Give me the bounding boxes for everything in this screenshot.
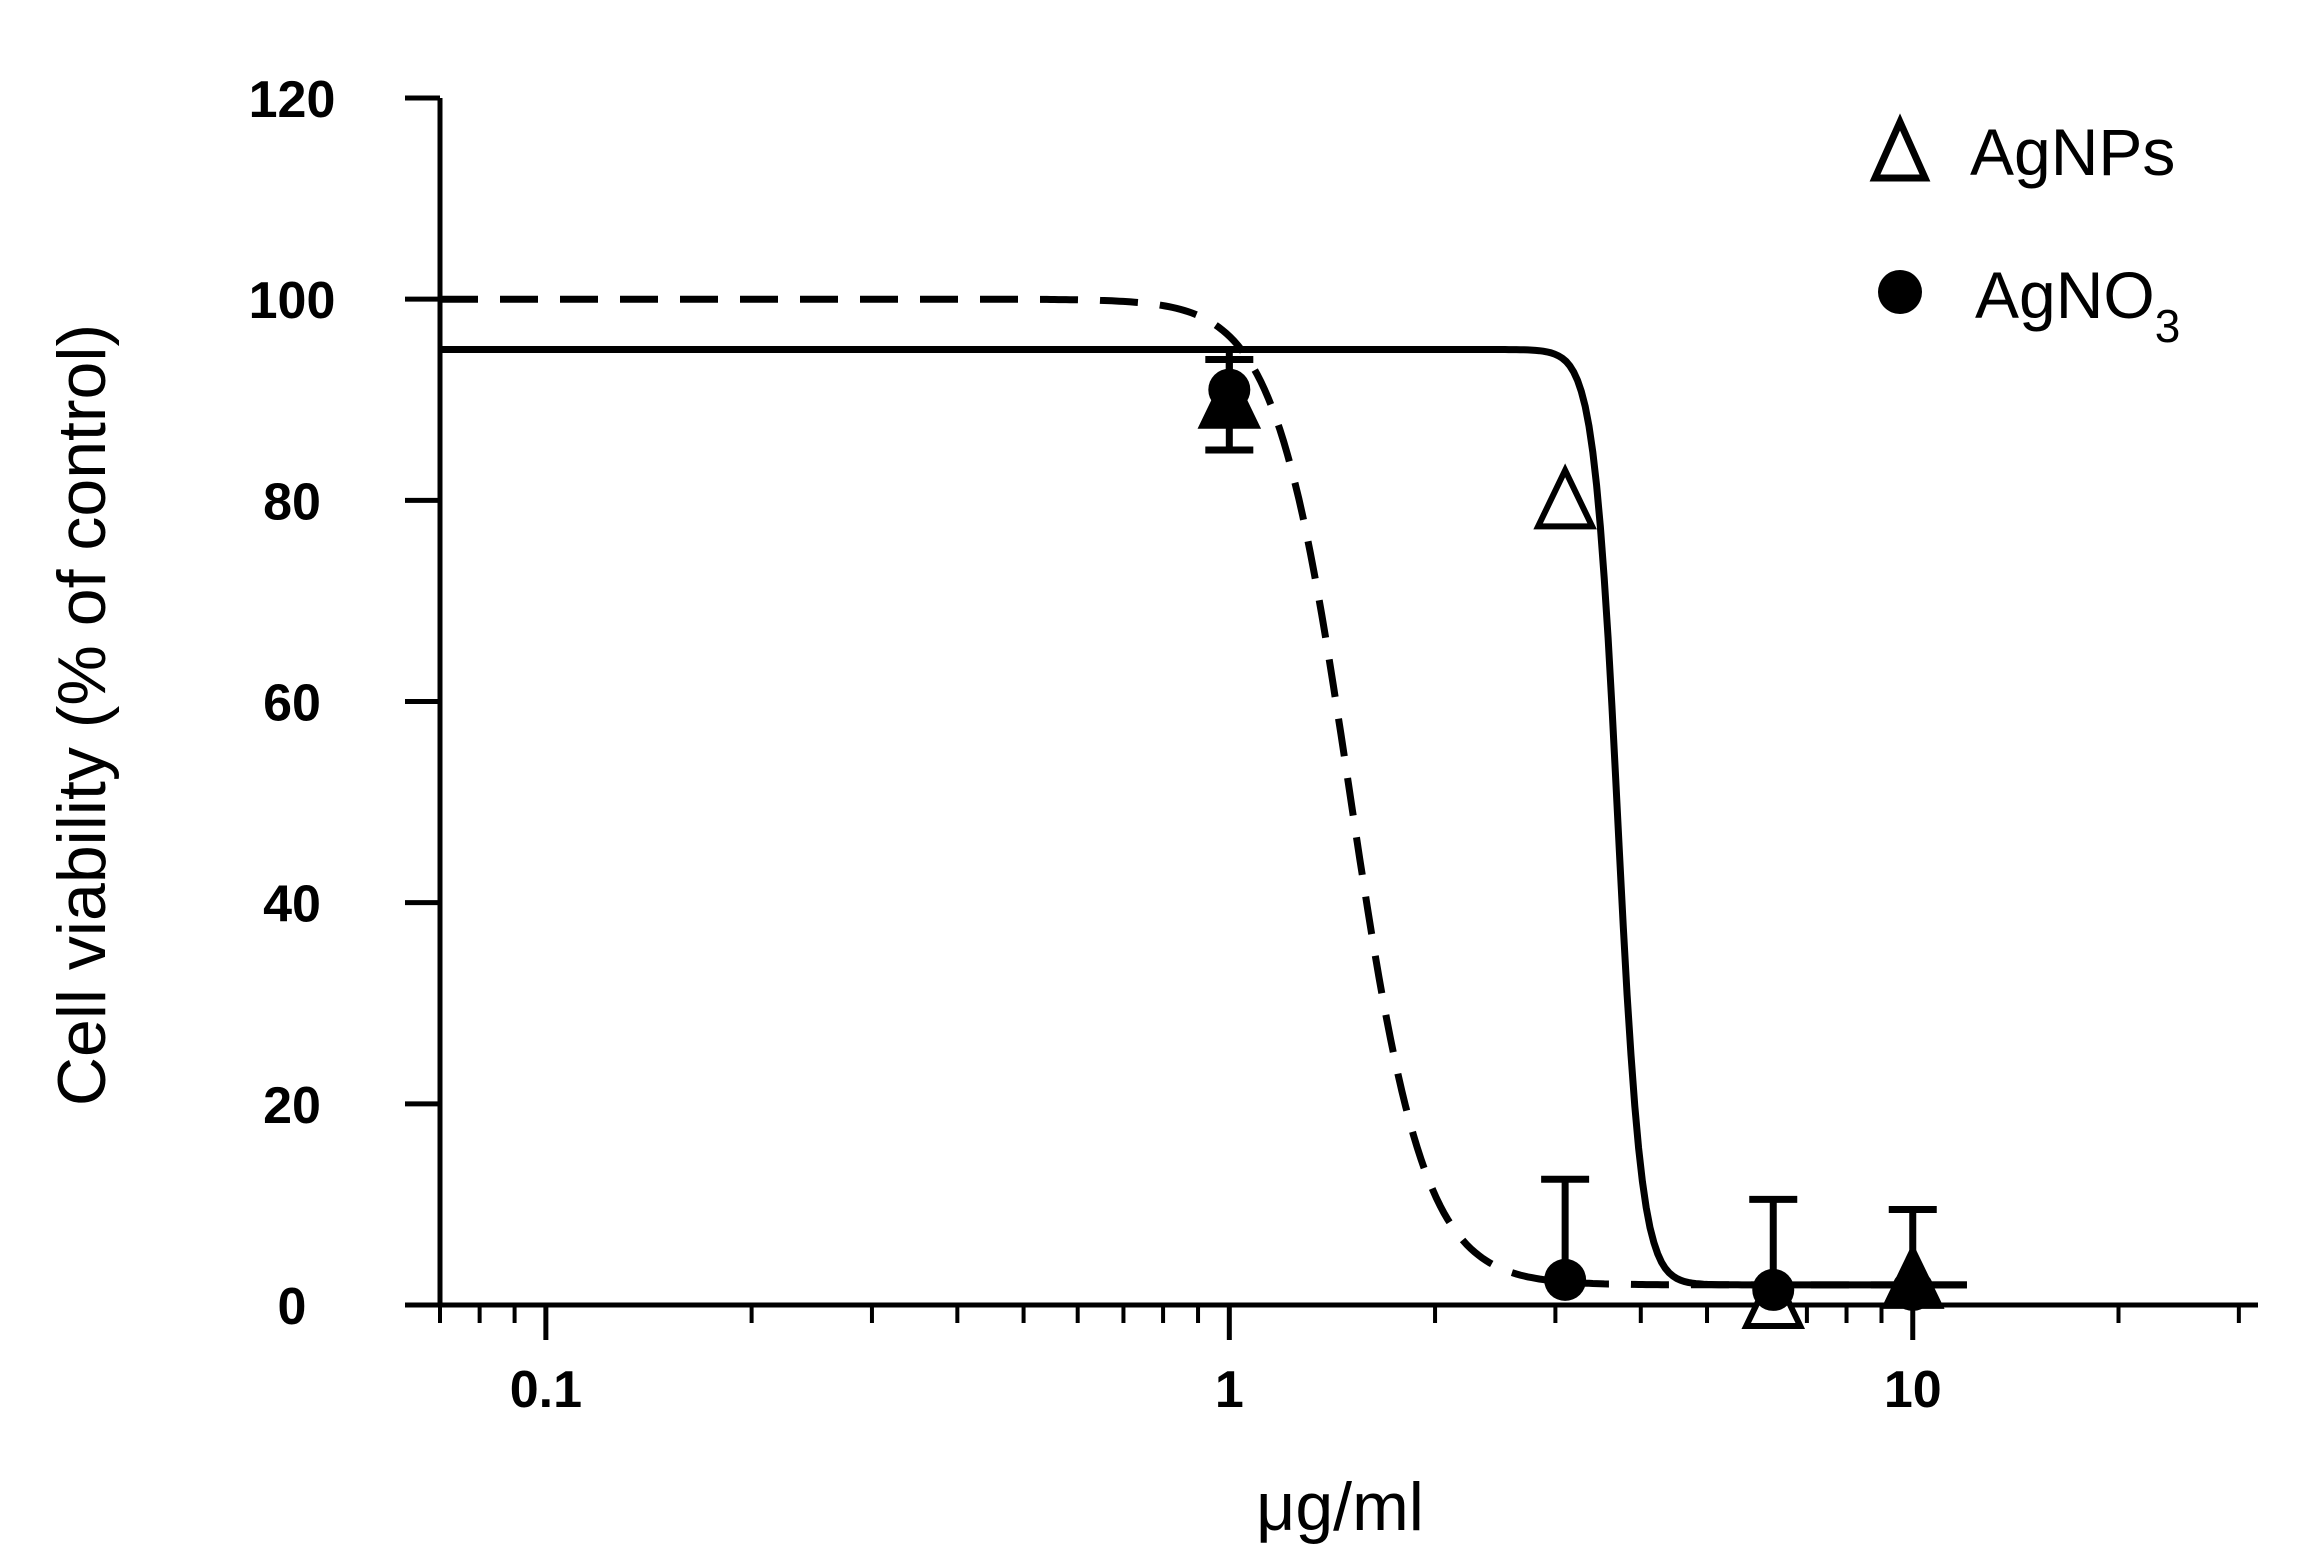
agno3-point <box>1208 368 1251 411</box>
x-tick-label: 10 <box>1884 1361 1942 1419</box>
axis-labels: μg/ml Cell viability (% of control) <box>44 324 1424 1545</box>
legend-label-agno3-sub: 3 <box>2155 300 2181 352</box>
y-tick-label: 60 <box>263 675 321 733</box>
agno3-fit-curve <box>440 295 1967 1289</box>
agnps-fit-curve <box>440 346 1967 1289</box>
y-axis-title: Cell viability (% of control) <box>44 324 120 1106</box>
x-tick-label: 1 <box>1215 1361 1244 1419</box>
agno3-point <box>1544 1258 1587 1301</box>
y-tick-label: 80 <box>263 473 321 531</box>
legend-label-agno3: AgNO3 <box>1975 258 2180 352</box>
agno3-point <box>1891 1268 1934 1311</box>
data-points <box>1197 345 1945 1329</box>
agnps-point <box>1533 463 1597 530</box>
fit-curves <box>440 295 1967 1289</box>
legend-label-agno3-main: AgNO <box>1975 258 2155 332</box>
x-axis-title: μg/ml <box>1256 1469 1424 1545</box>
legend-circle-icon <box>1878 270 1922 314</box>
axes: 0 20 40 60 80 100 120 0.1 1 10 <box>249 71 2258 1419</box>
y-tick-label: 40 <box>263 876 321 934</box>
y-tick-label: 120 <box>249 71 336 129</box>
legend-label-agnps: AgNPs <box>1970 115 2175 189</box>
x-tick-label: 0.1 <box>510 1361 582 1419</box>
agno3-point <box>1752 1268 1795 1311</box>
legend: AgNPs AgNO3 <box>1869 113 2180 352</box>
legend-triangle-icon <box>1869 113 1931 182</box>
y-tick-label: 100 <box>249 272 336 330</box>
y-tick-label: 0 <box>278 1278 307 1336</box>
y-tick-label: 20 <box>263 1077 321 1135</box>
